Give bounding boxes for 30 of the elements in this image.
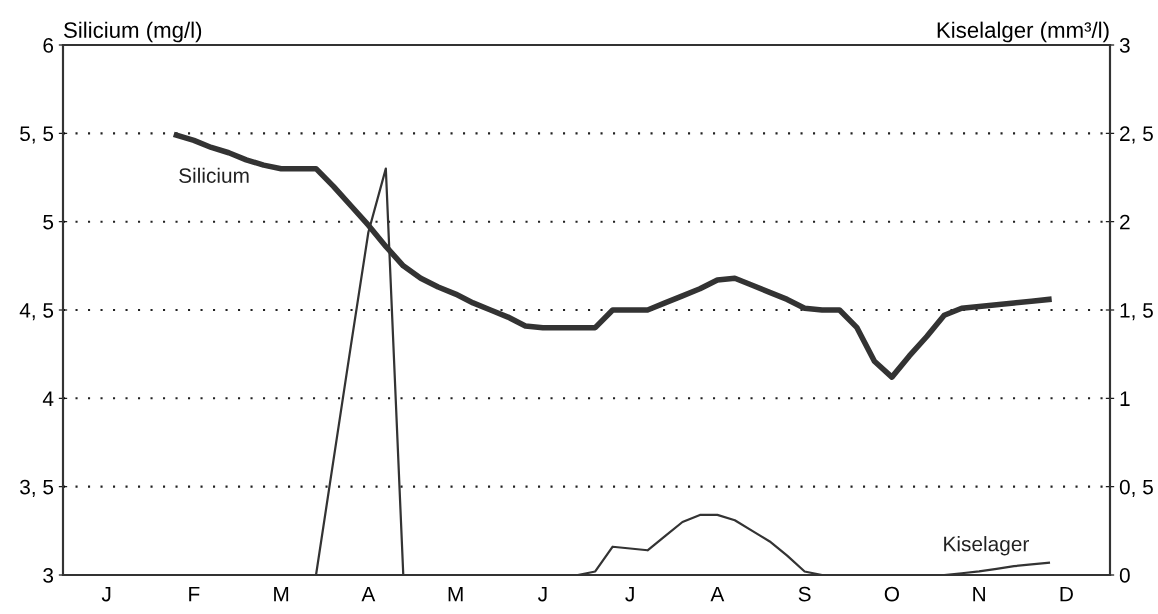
- x-tick-label: J: [537, 586, 547, 602]
- y-tick-label: 5: [43, 214, 54, 230]
- x-tick-label: J: [625, 586, 634, 602]
- y2-tick-label: 1: [1120, 391, 1130, 406]
- x-tick-label: A: [361, 586, 376, 602]
- y2-tick-label: 2: [1120, 214, 1130, 230]
- x-tick-label: M: [448, 586, 463, 602]
- y2-tick-label: 2, 5: [1120, 126, 1153, 144]
- x-tick-label: F: [189, 586, 200, 602]
- x-tick-label: D: [1060, 586, 1073, 602]
- x-tick-label: M: [274, 586, 289, 602]
- series-label: Kiselager: [944, 536, 1029, 556]
- y-axis-title: Silicium (mg/l): [64, 21, 202, 43]
- series-label: Silicium: [179, 167, 249, 184]
- y-tick-label: 4, 5: [19, 303, 54, 321]
- y2-tick-label: 0, 5: [1119, 479, 1153, 497]
- y-tick-label: 4: [42, 391, 54, 406]
- x-tick-label: A: [710, 586, 725, 602]
- x-tick-label: J: [101, 586, 111, 602]
- y2-tick-label: 3: [1119, 38, 1130, 53]
- y-tick-label: 6: [43, 38, 54, 53]
- y-tick-label: 3, 5: [20, 479, 54, 497]
- y-tick-label: 3: [43, 568, 54, 583]
- x-tick-label: S: [798, 586, 811, 602]
- y2-tick-label: 0: [1119, 568, 1130, 583]
- x-tick-label: O: [884, 586, 899, 602]
- y-tick-label: 5, 5: [20, 126, 54, 144]
- x-tick-label: N: [973, 586, 985, 602]
- y2-axis-title: Kiselalger (mm³/l): [937, 21, 1109, 43]
- y2-tick-label: 1, 5: [1120, 303, 1153, 321]
